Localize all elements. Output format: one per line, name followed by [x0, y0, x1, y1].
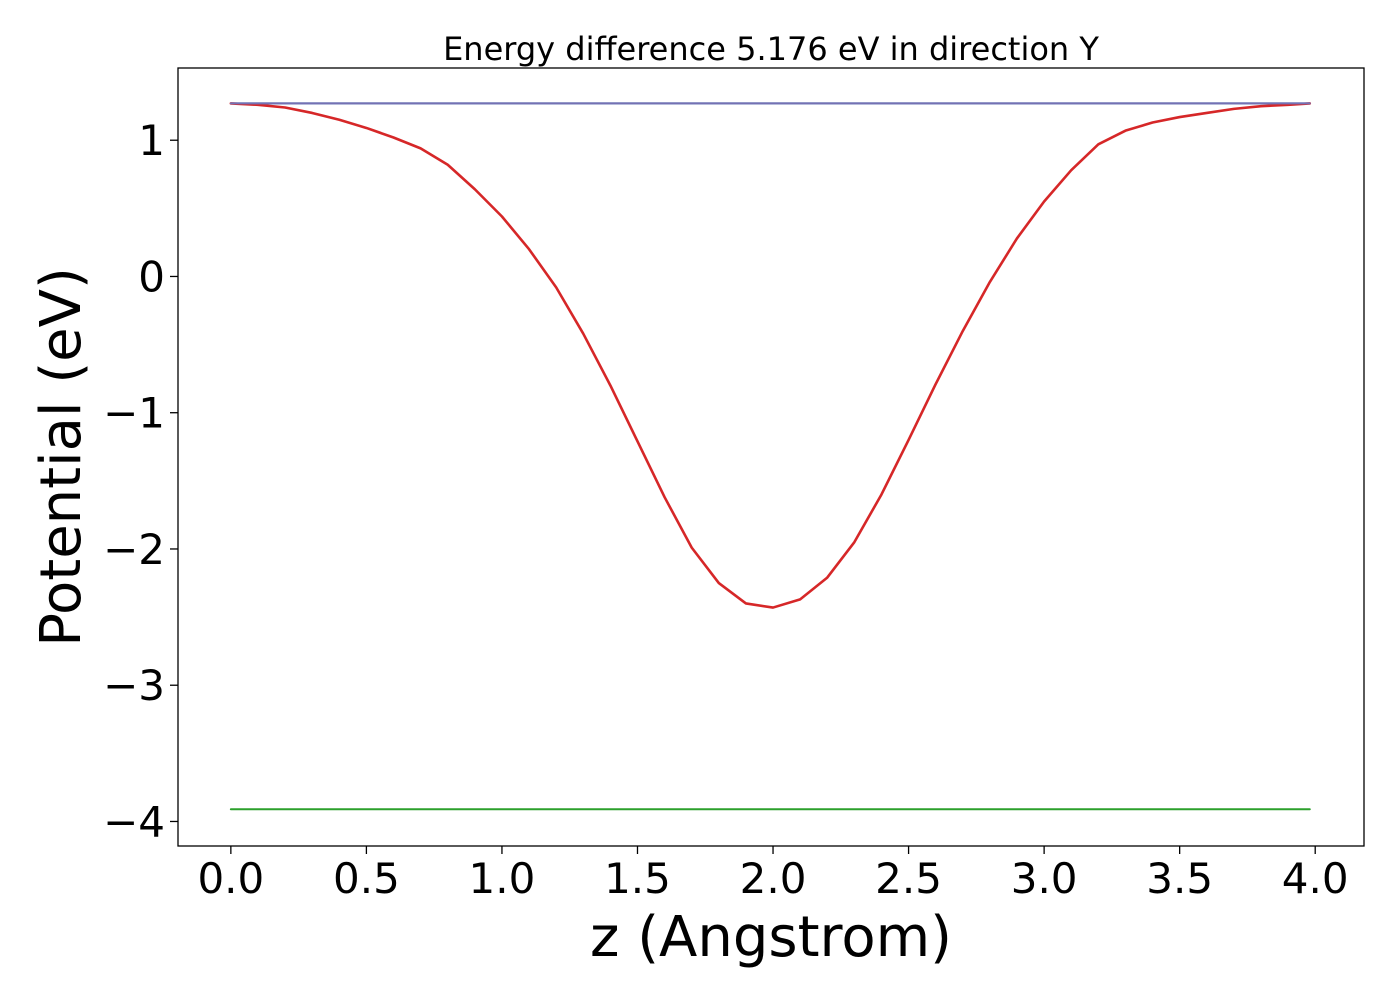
x-tick-label: 0.5 [333, 854, 400, 903]
y-tick-label: 0 [138, 252, 165, 301]
y-axis-ticks: 1 0 −1 −2 −3 −4 [103, 116, 178, 846]
x-tick-label: 4.0 [1282, 854, 1349, 903]
chart-title: Energy difference 5.176 eV in direction … [443, 30, 1099, 68]
x-tick-label: 2.5 [875, 854, 942, 903]
x-tick-label: 3.5 [1146, 854, 1213, 903]
x-axis-label: z (Angstrom) [590, 905, 952, 970]
y-tick-label: −1 [103, 389, 165, 438]
y-tick-label: −3 [103, 661, 165, 710]
x-tick-label: 3.0 [1011, 854, 1078, 903]
x-tick-label: 1.5 [604, 854, 671, 903]
y-tick-label: −4 [103, 797, 165, 846]
series-line-3 [229, 102, 1312, 609]
series-layer [229, 102, 1312, 811]
x-tick-label: 0.0 [197, 854, 264, 903]
plot-area-frame [177, 67, 1365, 847]
x-axis-ticks: 0.0 0.5 1.0 1.5 2.0 2.5 3.0 3.5 4.0 [197, 846, 1349, 903]
y-axis-label: Potential (eV) [29, 267, 94, 647]
x-tick-label: 1.0 [469, 854, 536, 903]
y-tick-label: −2 [103, 525, 165, 574]
x-tick-label: 2.0 [740, 854, 807, 903]
y-tick-label: 1 [138, 116, 165, 165]
